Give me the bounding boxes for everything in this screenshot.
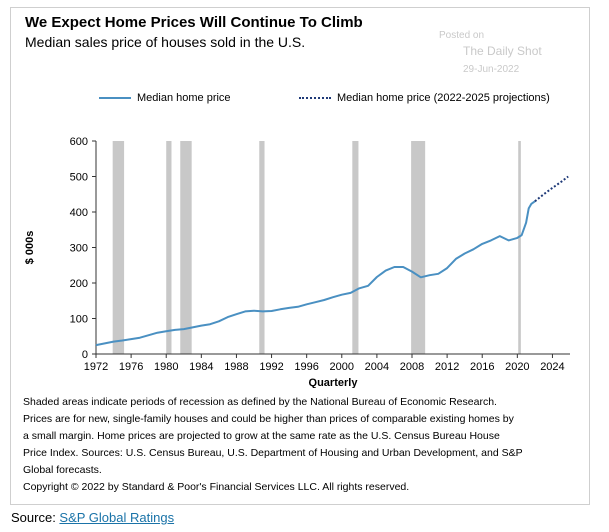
recession-band [518,141,521,354]
recession-band [112,141,125,354]
x-tick-label: 1988 [224,361,248,373]
watermark-posted-on: Posted on [439,30,485,41]
chart-title: We Expect Home Prices Will Continue To C… [25,14,363,31]
x-tick-label: 1984 [189,361,213,373]
line-chart: 0 100 200 300 400 500 600 1972 1976 1980 1984 1988 1… [24,136,570,388]
x-tick-label: 2012 [435,361,459,373]
watermark-date: 29-Jun-2022 [463,64,520,75]
x-tick-label: 1980 [154,361,178,373]
y-tick-label: 300 [70,243,88,255]
chart-card: We Expect Home Prices Will Continue To C… [10,7,590,505]
recession-band [352,141,359,354]
source-line: Source: S&P Global Ratings [11,510,174,525]
y-axis-label: $ 000s [24,231,36,265]
x-tick-label: 2008 [400,361,424,373]
chart-notes: Shaded areas indicate periods of recessi… [23,394,575,496]
legend-item-actual: Median home price [99,92,231,104]
note-line: Prices are for new, single-family houses… [23,413,514,425]
note-line: Shaded areas indicate periods of recessi… [23,396,497,408]
note-line: Global forecasts. [23,464,102,476]
x-tick-label: 1996 [294,361,318,373]
series-line-projection [534,175,569,203]
legend-label-projection: Median home price (2022-2025 projections… [337,92,550,104]
legend-label-actual: Median home price [137,92,231,104]
x-tick-label: 2000 [330,361,354,373]
legend-dotted-swatch [299,97,331,99]
recession-band [166,141,172,354]
y-tick-label: 0 [82,349,88,361]
legend-solid-swatch [99,97,131,99]
chart-subtitle: Median sales price of houses sold in the… [25,34,306,50]
source-prefix: Source: [11,510,60,525]
x-tick-label: 2004 [365,361,389,373]
x-tick-label: 1972 [84,361,108,373]
x-tick-label: 2016 [470,361,494,373]
legend-item-projection: Median home price (2022-2025 projections… [299,92,550,104]
note-line: a small margin. Home prices are projecte… [23,430,500,442]
recession-band [411,141,426,354]
x-tick-label: 2020 [505,361,529,373]
x-tick-label: 1976 [119,361,143,373]
source-link[interactable]: S&P Global Ratings [59,510,175,525]
y-tick-label: 400 [70,207,88,219]
series-line-actual [95,200,536,347]
y-tick-label: 200 [70,278,88,290]
watermark-source: The Daily Shot [463,44,542,58]
y-tick-label: 600 [70,136,88,148]
recession-band [259,141,265,354]
x-axis-label: Quarterly [309,377,359,388]
x-tick-label: 2024 [540,361,564,373]
recession-band [180,141,192,354]
note-line: Price Index. Sources: U.S. Census Bureau… [23,447,523,459]
y-tick-label: 500 [70,172,88,184]
y-tick-label: 100 [70,314,88,326]
note-line: Copyright © 2022 by Standard & Poor's Fi… [23,481,410,493]
x-tick-label: 1992 [259,361,283,373]
